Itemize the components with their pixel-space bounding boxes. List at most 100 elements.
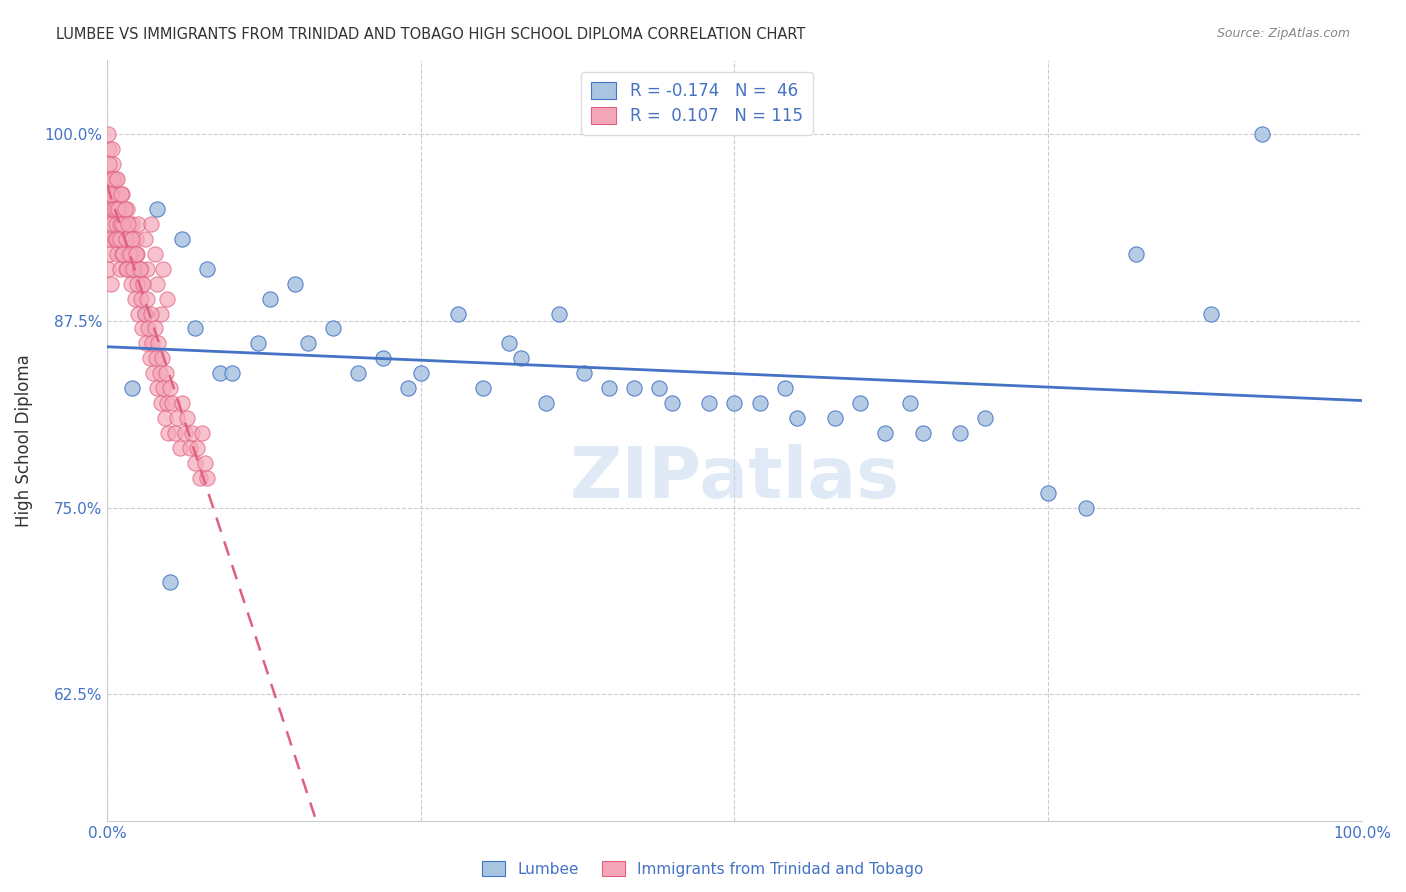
Point bbox=[110, 232, 132, 246]
Point bbox=[101, 172, 124, 186]
Point bbox=[145, 351, 167, 366]
Point bbox=[194, 456, 217, 470]
Point bbox=[143, 247, 166, 261]
Point bbox=[179, 441, 201, 455]
Point bbox=[124, 292, 146, 306]
Text: Source: ZipAtlas.com: Source: ZipAtlas.com bbox=[1216, 27, 1350, 40]
Point bbox=[114, 202, 136, 216]
Point bbox=[128, 261, 150, 276]
Point bbox=[108, 217, 131, 231]
Point bbox=[208, 367, 231, 381]
Point bbox=[131, 321, 153, 335]
Point bbox=[107, 232, 129, 246]
Point bbox=[114, 232, 136, 246]
Point bbox=[139, 307, 162, 321]
Point bbox=[110, 187, 132, 202]
Text: LUMBEE VS IMMIGRANTS FROM TRINIDAD AND TOBAGO HIGH SCHOOL DIPLOMA CORRELATION CH: LUMBEE VS IMMIGRANTS FROM TRINIDAD AND T… bbox=[56, 27, 806, 42]
Point bbox=[121, 232, 143, 246]
Point bbox=[598, 381, 620, 395]
Point bbox=[97, 217, 120, 231]
Point bbox=[103, 157, 125, 171]
Point bbox=[122, 247, 145, 261]
Point bbox=[169, 441, 191, 455]
Point bbox=[748, 396, 770, 410]
Point bbox=[322, 321, 344, 335]
Point bbox=[155, 367, 177, 381]
Point bbox=[110, 202, 132, 216]
Point bbox=[97, 128, 120, 142]
Point bbox=[723, 396, 745, 410]
Point bbox=[100, 232, 122, 246]
Point bbox=[648, 381, 671, 395]
Point bbox=[153, 411, 176, 425]
Point bbox=[173, 425, 195, 440]
Point bbox=[111, 247, 134, 261]
Point bbox=[141, 336, 163, 351]
Point bbox=[184, 456, 207, 470]
Point bbox=[875, 425, 897, 440]
Point bbox=[472, 381, 495, 395]
Point bbox=[121, 217, 143, 231]
Point bbox=[127, 277, 149, 291]
Point bbox=[115, 261, 138, 276]
Point bbox=[159, 381, 181, 395]
Point bbox=[129, 261, 152, 276]
Point bbox=[103, 172, 125, 186]
Point bbox=[136, 292, 159, 306]
Point bbox=[117, 217, 139, 231]
Point bbox=[135, 336, 157, 351]
Point bbox=[120, 277, 142, 291]
Point bbox=[152, 381, 174, 395]
Point bbox=[911, 425, 934, 440]
Point bbox=[786, 411, 808, 425]
Point bbox=[159, 575, 181, 590]
Point bbox=[146, 381, 169, 395]
Point bbox=[103, 202, 125, 216]
Point bbox=[104, 232, 127, 246]
Point bbox=[132, 277, 155, 291]
Point bbox=[447, 307, 470, 321]
Point bbox=[111, 187, 134, 202]
Point bbox=[166, 411, 188, 425]
Point bbox=[172, 232, 194, 246]
Point bbox=[100, 277, 122, 291]
Point bbox=[101, 217, 124, 231]
Point bbox=[184, 321, 207, 335]
Point bbox=[150, 351, 173, 366]
Point bbox=[572, 367, 595, 381]
Point bbox=[371, 351, 394, 366]
Point bbox=[97, 172, 120, 186]
Point bbox=[107, 187, 129, 202]
Point bbox=[498, 336, 520, 351]
Point bbox=[176, 411, 198, 425]
Point bbox=[188, 471, 211, 485]
Point bbox=[409, 367, 432, 381]
Point bbox=[108, 261, 131, 276]
Point bbox=[118, 232, 141, 246]
Point bbox=[134, 307, 156, 321]
Point bbox=[134, 307, 156, 321]
Point bbox=[111, 217, 134, 231]
Point bbox=[136, 261, 159, 276]
Point bbox=[98, 187, 121, 202]
Point bbox=[129, 292, 152, 306]
Point bbox=[127, 247, 149, 261]
Point bbox=[115, 202, 138, 216]
Point bbox=[347, 367, 370, 381]
Point bbox=[97, 261, 120, 276]
Point bbox=[103, 187, 125, 202]
Point bbox=[139, 217, 162, 231]
Point bbox=[148, 336, 170, 351]
Point bbox=[1074, 500, 1097, 515]
Point bbox=[146, 277, 169, 291]
Point bbox=[1038, 485, 1060, 500]
Point bbox=[103, 202, 125, 216]
Point bbox=[1125, 247, 1147, 261]
Y-axis label: High School Diploma: High School Diploma bbox=[15, 354, 32, 527]
Point bbox=[181, 425, 204, 440]
Point bbox=[157, 425, 180, 440]
Point bbox=[156, 292, 179, 306]
Point bbox=[623, 381, 645, 395]
Legend: Lumbee, Immigrants from Trinidad and Tobago: Lumbee, Immigrants from Trinidad and Tob… bbox=[475, 853, 931, 884]
Point bbox=[103, 232, 125, 246]
